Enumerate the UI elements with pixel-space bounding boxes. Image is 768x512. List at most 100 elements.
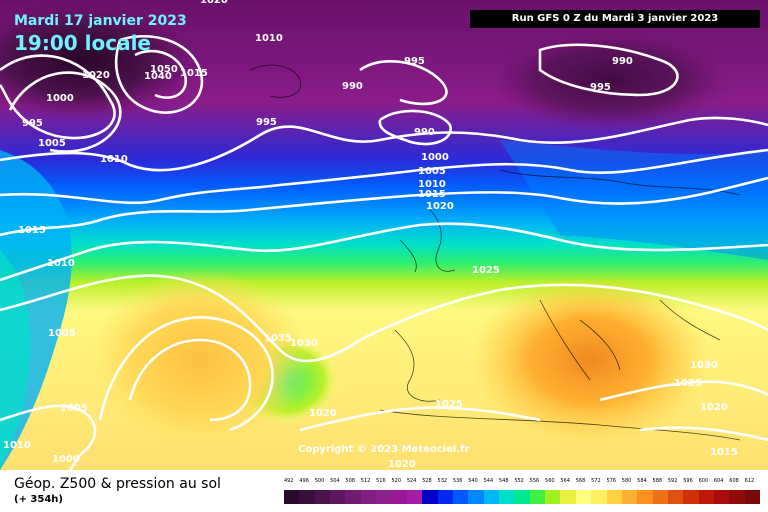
isobar-label: 1020 xyxy=(388,459,416,470)
isobar-label: 1010 xyxy=(255,33,283,44)
color-scale-swatch xyxy=(714,490,730,504)
color-scale-swatch xyxy=(683,490,699,504)
isobar-lines xyxy=(0,34,768,470)
color-scale-label: 556 xyxy=(529,478,540,484)
isobar-label: 1025 xyxy=(435,399,463,410)
color-scale-swatch xyxy=(437,490,453,504)
color-scale-swatch xyxy=(637,490,653,504)
color-scale-label: 560 xyxy=(545,478,555,484)
color-scale-swatch xyxy=(483,490,500,504)
color-scale-label: 600 xyxy=(698,478,709,484)
color-scale-swatch xyxy=(652,490,668,504)
color-scale: 492 496 500 504 508 512 516 520 524 528 532 536 540 5… xyxy=(284,478,761,504)
isobar-label: 1015 xyxy=(180,68,208,79)
color-scale-label: 548 xyxy=(498,478,509,484)
color-scale-label: 592 xyxy=(667,478,678,484)
forecast-map: 1020 1010 1020 1040 1050 1015 1000 995 1… xyxy=(0,0,768,470)
isobar-label: 1025 xyxy=(472,265,500,276)
isobar-label: 1005 xyxy=(418,166,446,177)
color-scale-label: 508 xyxy=(345,478,355,484)
forecast-date: Mardi 17 janvier 2023 xyxy=(14,13,187,29)
color-scale-swatch xyxy=(545,490,561,504)
isobar-label: 1015 xyxy=(18,225,46,236)
color-scale-swatch xyxy=(529,490,546,504)
run-info: Run GFS 0 Z du Mardi 3 janvier 2023 xyxy=(470,10,760,28)
isobar-label: 1025 xyxy=(674,378,702,389)
color-scale-label: 552 xyxy=(514,478,524,484)
isobar-label: 1040 xyxy=(144,71,172,82)
isobar-label: 1010 xyxy=(418,179,446,190)
forecast-offset: (+ 354h) xyxy=(14,494,63,505)
isobar-label: 1015 xyxy=(418,189,446,200)
isobar-label: 990 xyxy=(612,56,633,67)
isobar-label: 1000 xyxy=(421,152,449,163)
color-scale-label: 568 xyxy=(575,478,586,484)
color-scale-swatch xyxy=(406,490,423,504)
color-scale-bar xyxy=(284,490,761,504)
isobar-label: 1005 xyxy=(38,138,66,149)
color-scale-label: 528 xyxy=(422,478,432,484)
isobar-label: 1005 xyxy=(60,403,88,414)
isobar-label: 1030 xyxy=(290,338,318,349)
color-scale-swatch xyxy=(345,490,361,504)
color-scale-labels: 492 496 500 504 508 512 516 520 524 528 532 536 540 5… xyxy=(284,478,760,488)
color-scale-swatch xyxy=(575,490,592,504)
color-scale-swatch xyxy=(284,490,300,504)
color-scale-label: 608 xyxy=(729,478,739,484)
color-scale-label: 576 xyxy=(606,478,616,484)
isobar-label: 995 xyxy=(404,56,425,67)
color-scale-label: 612 xyxy=(744,478,755,484)
color-scale-label: 504 xyxy=(330,478,340,484)
color-scale-label: 520 xyxy=(391,478,402,484)
isobar-label: 1020 xyxy=(200,0,228,6)
isobar-label: 1000 xyxy=(52,454,80,465)
isobar-label: 1030 xyxy=(690,360,718,371)
color-scale-label: 516 xyxy=(376,478,386,484)
isobar-label: 1020 xyxy=(426,201,454,212)
color-scale-label: 580 xyxy=(621,478,632,484)
color-scale-swatch xyxy=(452,490,469,504)
isobar-label: 1005 xyxy=(48,328,76,339)
isobar-label: 1010 xyxy=(3,440,31,451)
color-scale-swatch xyxy=(376,490,392,504)
map-title: Géop. Z500 & pression au sol xyxy=(14,476,221,492)
color-scale-swatch xyxy=(744,490,761,504)
isobar-label: 1020 xyxy=(309,408,337,419)
color-scale-swatch xyxy=(667,490,684,504)
isobar-label: 995 xyxy=(590,82,611,93)
color-scale-label: 492 xyxy=(284,478,294,484)
color-scale-swatch xyxy=(391,490,407,504)
color-scale-label: 604 xyxy=(713,478,724,484)
color-scale-label: 572 xyxy=(591,478,601,484)
color-scale-swatch xyxy=(314,490,331,504)
color-scale-swatch xyxy=(468,490,484,504)
isobar-label: 1035 xyxy=(264,333,292,344)
isobar-label: 990 xyxy=(414,127,435,138)
color-scale-swatch xyxy=(591,490,607,504)
color-scale-label: 584 xyxy=(637,478,647,484)
forecast-time: 19:00 locale xyxy=(14,31,151,55)
color-scale-label: 500 xyxy=(314,478,325,484)
isobar-label: 1020 xyxy=(700,402,728,413)
color-scale-label: 512 xyxy=(360,478,371,484)
color-scale-label: 496 xyxy=(299,478,309,484)
color-scale-label: 536 xyxy=(452,478,463,484)
isobar-label: 1010 xyxy=(100,154,128,165)
color-scale-swatch xyxy=(360,490,377,504)
copyright-notice: Copyright © 2023 Meteociel.fr xyxy=(298,444,470,455)
color-scale-label: 532 xyxy=(437,478,448,484)
color-scale-label: 588 xyxy=(652,478,663,484)
isobar-label: 995 xyxy=(22,118,43,129)
isobar-label: 1000 xyxy=(46,93,74,104)
color-scale-swatch xyxy=(514,490,530,504)
color-scale-label: 524 xyxy=(406,478,417,484)
isobar-label: 995 xyxy=(256,117,277,128)
color-scale-label: 564 xyxy=(560,478,570,484)
color-scale-swatch xyxy=(729,490,745,504)
color-scale-label: 544 xyxy=(483,478,494,484)
color-scale-swatch xyxy=(606,490,622,504)
color-scale-swatch xyxy=(422,490,438,504)
color-scale-swatch xyxy=(299,490,315,504)
color-scale-swatch xyxy=(698,490,715,504)
isobar-label: 1015 xyxy=(710,447,738,458)
